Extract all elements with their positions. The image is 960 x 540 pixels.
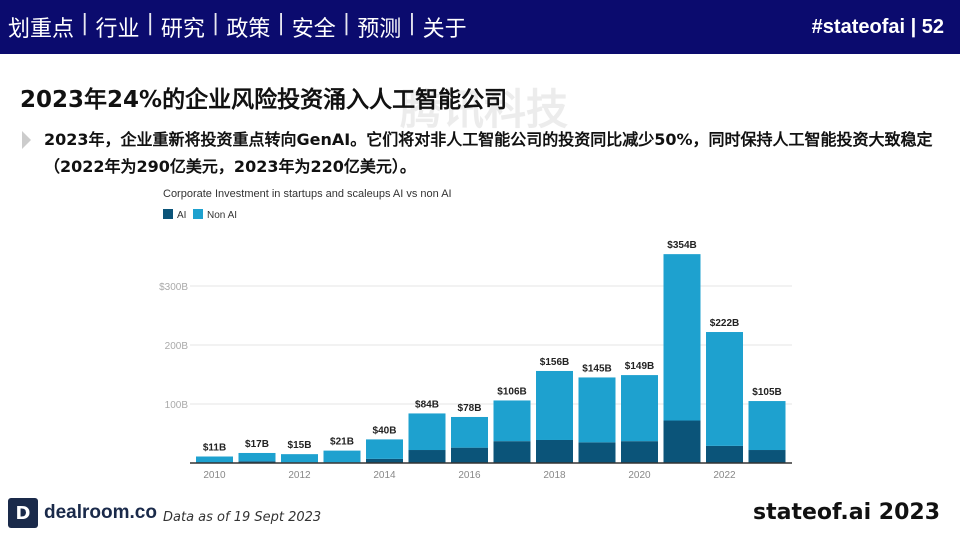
top-bar: 划重点 | 行业 | 研究 | 政策 | 安全 | 预测 | 关于 #stateofai | 52 bbox=[0, 0, 960, 54]
bar-non-ai bbox=[748, 401, 786, 451]
data-label: $145B bbox=[582, 363, 611, 374]
brand-footer: stateof.ai 2023 bbox=[752, 500, 940, 525]
nav-separator: | bbox=[81, 11, 89, 36]
chart-title: Corporate Investment in startups and sca… bbox=[163, 188, 452, 200]
bar-non-ai bbox=[493, 400, 531, 442]
dealroom-logo: D dealroom.co bbox=[8, 498, 157, 528]
bar-ai bbox=[621, 441, 658, 463]
watermark: 腾讯科技 bbox=[400, 85, 569, 134]
slide-title: 2023年24%的企业风险投资涌入人工智能公司 bbox=[20, 87, 508, 113]
bar-ai bbox=[663, 420, 701, 463]
bar-ai bbox=[366, 458, 403, 463]
nav-separator: | bbox=[342, 11, 351, 36]
y-tick-label: $300B bbox=[159, 282, 188, 293]
bullet-arrow-icon bbox=[22, 131, 31, 149]
data-label: $78B bbox=[458, 403, 482, 414]
nav-separator: | bbox=[146, 11, 154, 36]
bar-non-ai bbox=[621, 375, 658, 442]
nav-item[interactable]: 安全 bbox=[291, 17, 336, 42]
nav-item[interactable]: 研究 bbox=[160, 17, 205, 42]
bar-ai bbox=[493, 441, 531, 463]
bar-non-ai bbox=[451, 416, 488, 448]
legend-swatch bbox=[193, 209, 203, 219]
bar-non-ai bbox=[578, 377, 616, 443]
x-tick-label: 2014 bbox=[373, 470, 396, 481]
bar-ai bbox=[238, 461, 276, 463]
x-tick-label: 2022 bbox=[713, 470, 736, 481]
nav-separator: | bbox=[277, 11, 285, 36]
bar-non-ai bbox=[536, 370, 573, 440]
x-tick-label: 2020 bbox=[628, 470, 651, 481]
data-label: $149B bbox=[625, 361, 654, 372]
bar-non-ai bbox=[408, 413, 446, 451]
nav-separator: | bbox=[211, 11, 220, 36]
bar-non-ai bbox=[366, 439, 403, 459]
data-label: $11B bbox=[203, 443, 226, 454]
nav-item[interactable]: 政策 bbox=[226, 17, 271, 42]
bullet-point: 2023年，企业重新将投资重点转向GenAI。它们将对非人工智能公司的投资同比减… bbox=[22, 126, 942, 180]
bar-non-ai bbox=[323, 450, 361, 463]
logo-mark: D bbox=[8, 498, 38, 528]
x-tick-label: 2016 bbox=[458, 470, 481, 481]
legend-label: AI bbox=[177, 210, 186, 221]
data-label: $222B bbox=[710, 318, 739, 329]
bar-ai bbox=[748, 450, 786, 463]
nav-item[interactable]: 关于 bbox=[422, 17, 467, 42]
data-label: $40B bbox=[373, 425, 397, 436]
data-label: $84B bbox=[415, 399, 439, 410]
bar-ai bbox=[706, 445, 743, 463]
logo-text: dealroom.co bbox=[44, 502, 157, 523]
y-tick-label: 200B bbox=[165, 341, 189, 352]
data-date-note: Data as of 19 Sept 2023 bbox=[163, 510, 322, 525]
bar-non-ai bbox=[663, 254, 701, 421]
x-tick-label: 2018 bbox=[543, 470, 566, 481]
bar-ai bbox=[578, 442, 616, 463]
data-label: $17B bbox=[245, 439, 269, 450]
data-label: $354B bbox=[667, 240, 696, 251]
bar-non-ai bbox=[238, 452, 276, 462]
bullet-text: 2023年，企业重新将投资重点转向GenAI。它们将对非人工智能公司的投资同比减… bbox=[44, 130, 933, 176]
section-nav: 划重点 | 行业 | 研究 | 政策 | 安全 | 预测 | 关于 bbox=[8, 11, 467, 43]
page-tag: #stateofai | 52 bbox=[811, 15, 944, 38]
legend-label: Non AI bbox=[207, 210, 237, 221]
x-tick-label: 2012 bbox=[288, 470, 311, 481]
y-tick-label: 100B bbox=[165, 400, 189, 411]
bar-non-ai bbox=[706, 332, 743, 446]
data-label: $105B bbox=[752, 387, 781, 398]
x-tick-label: 2010 bbox=[203, 470, 226, 481]
data-label: $15B bbox=[288, 440, 312, 451]
data-label: $21B bbox=[330, 437, 354, 448]
bar-non-ai bbox=[196, 456, 233, 463]
nav-item[interactable]: 划重点 bbox=[8, 17, 75, 42]
data-label: $106B bbox=[497, 386, 526, 397]
nav-item[interactable]: 预测 bbox=[357, 17, 402, 42]
nav-separator: | bbox=[408, 11, 416, 36]
bar-non-ai bbox=[281, 454, 318, 463]
bar-ai bbox=[408, 450, 446, 463]
data-label: $156B bbox=[540, 357, 569, 368]
bar-ai bbox=[451, 447, 488, 463]
nav-item[interactable]: 行业 bbox=[95, 17, 140, 42]
legend-swatch bbox=[163, 209, 173, 219]
bar-ai bbox=[536, 439, 573, 463]
